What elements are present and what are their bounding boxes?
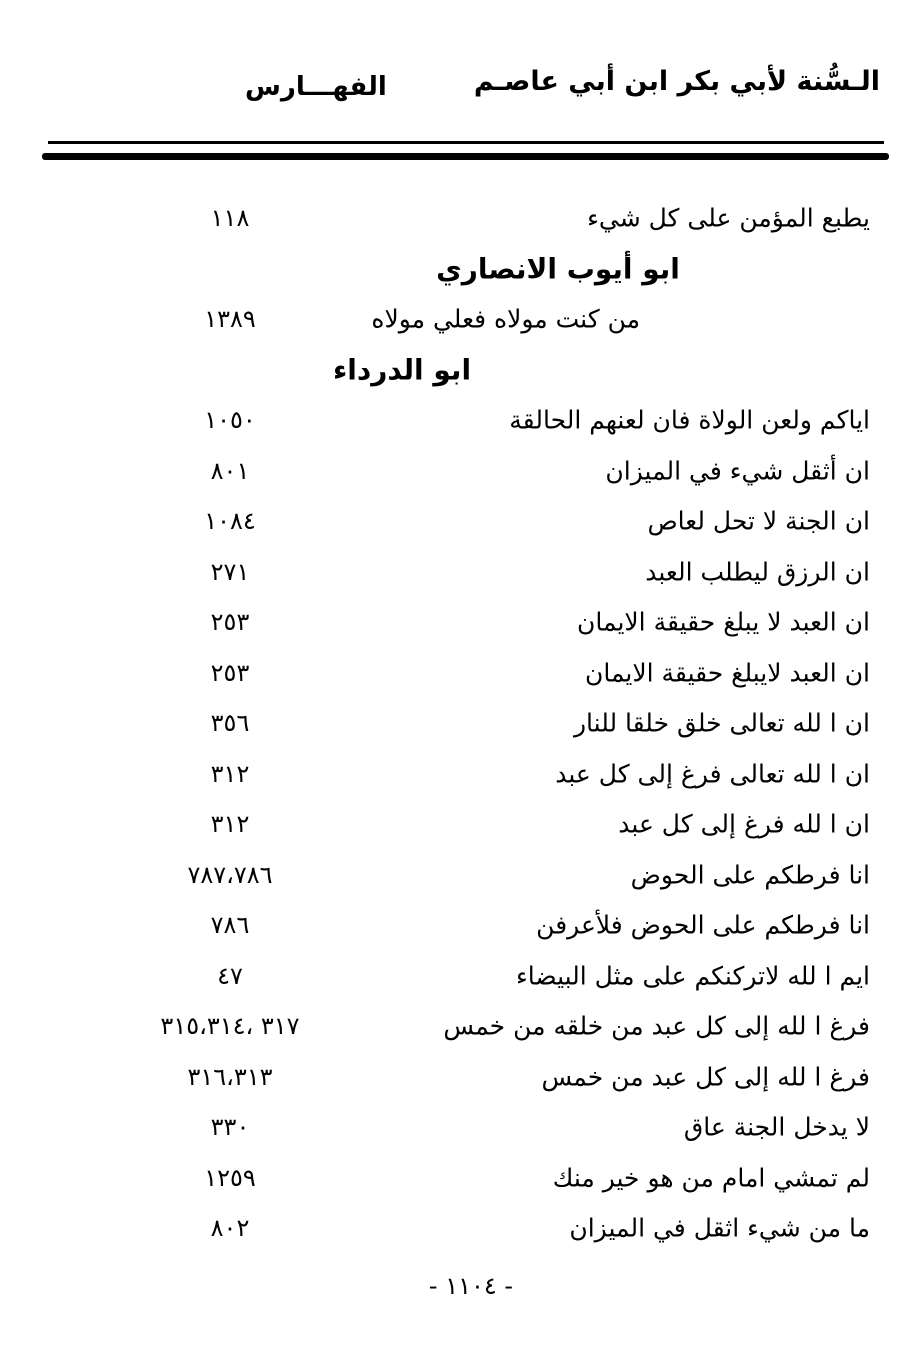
narrator-heading-row: ابو الدرداء	[0, 345, 917, 396]
index-row: لم تمشي امام من هو خير منك ١٢٥٩	[0, 1153, 917, 1204]
entry-title: لا يدخل الجنة عاق	[683, 1112, 870, 1142]
index-row: ان الرزق ليطلب العبد ٢٧١	[0, 547, 917, 598]
entry-page-number: ٨٠٢	[210, 1214, 250, 1243]
entry-title: اياكم ولعن الولاة فان لعنهم الحالقة	[509, 405, 870, 435]
entry-title: ان ا لله تعالى خلق خلقا للنار	[573, 708, 870, 738]
narrator-heading-row: ابو أيوب الانصاري	[0, 244, 917, 295]
entry-title: ان ا لله فرغ إلى كل عبد	[618, 809, 870, 839]
entry-page-number: ١١٨	[210, 204, 250, 233]
index-row: اياكم ولعن الولاة فان لعنهم الحالقة ١٠٥٠	[0, 395, 917, 446]
entry-page-number: ٣١٢	[210, 759, 250, 788]
index-row: ان أثقل شيء في الميزان ٨٠١	[0, 446, 917, 497]
narrator-heading: ابو أيوب الانصاري	[436, 252, 680, 286]
page-number-footer: - ١١٠٤ -	[428, 1272, 514, 1300]
entry-title: فرغ ا لله إلى كل عبد من خمس	[541, 1062, 870, 1092]
hadith-index-list: يطبع المؤمن على كل شيء ١١٨ ابو أيوب الانصا…	[0, 193, 917, 1254]
entry-title: ان ا لله تعالى فرغ إلى كل عبد	[555, 759, 870, 789]
index-row: ان الجنة لا تحل لعاص ١٠٨٤	[0, 496, 917, 547]
entry-title: فرغ ا لله إلى كل عبد من خلقه من خمس	[443, 1011, 870, 1041]
section-title: الفهـــارس	[245, 72, 387, 102]
entry-page-number: ١٢٥٩	[204, 1163, 256, 1192]
entry-page-number: ٣٣٠	[210, 1113, 250, 1142]
entry-page-number: ١٣٨٩	[204, 305, 256, 334]
entry-title: ان الرزق ليطلب العبد	[645, 557, 870, 587]
index-row: انا فرطكم على الحوض ٧٨٧،٧٨٦	[0, 850, 917, 901]
index-row: ان العبد لايبلغ حقيقة الايمان ٢٥٣	[0, 648, 917, 699]
index-row: ان العبد لا يبلغ حقيقة الايمان ٢٥٣	[0, 597, 917, 648]
index-row: ايم ا لله لاتركنكم على مثل البيضاء ٤٧	[0, 951, 917, 1002]
entry-title: ان أثقل شيء في الميزان	[605, 456, 870, 486]
entry-page-number: ٣٥٦	[210, 709, 250, 738]
entry-title: انا فرطكم على الحوض فلأعرفن	[536, 910, 870, 940]
index-row: لا يدخل الجنة عاق ٣٣٠	[0, 1102, 917, 1153]
entry-page-number: ٢٥٣	[210, 608, 250, 637]
index-row: انا فرطكم على الحوض فلأعرفن ٧٨٦	[0, 900, 917, 951]
index-row: من كنت مولاه فعلي مولاه ١٣٨٩	[0, 294, 917, 345]
entry-title: ايم ا لله لاتركنكم على مثل البيضاء	[516, 961, 870, 991]
index-row: فرغ ا لله إلى كل عبد من خمس ٣١٦،٣١٣	[0, 1052, 917, 1103]
entry-page-number: ٣١٧ ،٣١٥،٣١٤	[160, 1012, 300, 1041]
index-row: ما من شيء اثقل في الميزان ٨٠٢	[0, 1203, 917, 1254]
entry-title: يطبع المؤمن على كل شيء	[587, 203, 870, 233]
entry-page-number: ٧٨٦	[210, 911, 250, 940]
index-row: ان ا لله فرغ إلى كل عبد ٣١٢	[0, 799, 917, 850]
entry-page-number: ٢٧١	[210, 557, 250, 586]
index-row: يطبع المؤمن على كل شيء ١١٨	[0, 193, 917, 244]
entry-title: ان العبد لا يبلغ حقيقة الايمان	[577, 607, 870, 637]
entry-title: انا فرطكم على الحوض	[630, 860, 870, 890]
index-row: فرغ ا لله إلى كل عبد من خلقه من خمس ٣١٧ ،…	[0, 1001, 917, 1052]
entry-page-number: ٨٠١	[210, 456, 250, 485]
entry-title: من كنت مولاه فعلي مولاه	[371, 304, 640, 334]
index-row: ان ا لله تعالى فرغ إلى كل عبد ٣١٢	[0, 749, 917, 800]
entry-page-number: ٤٧	[217, 961, 243, 990]
entry-page-number: ٧٨٧،٧٨٦	[187, 860, 273, 889]
entry-page-number: ٣١٢	[210, 810, 250, 839]
entry-page-number: ١٠٥٠	[204, 406, 256, 435]
entry-page-number: ١٠٨٤	[204, 507, 256, 536]
entry-title: ان العبد لايبلغ حقيقة الايمان	[584, 658, 870, 688]
entry-page-number: ٢٥٣	[210, 658, 250, 687]
entry-page-number: ٣١٦،٣١٣	[187, 1062, 273, 1091]
index-row: ان ا لله تعالى خلق خلقا للنار ٣٥٦	[0, 698, 917, 749]
book-title: الـسُّنة لأبي بكر ابن أبي عاصـم	[473, 66, 880, 97]
entry-title: لم تمشي امام من هو خير منك	[552, 1163, 870, 1193]
entry-title: ان الجنة لا تحل لعاص	[647, 506, 870, 536]
narrator-heading: ابو الدرداء	[332, 353, 472, 387]
header-rule-thick	[42, 153, 889, 160]
header-rule-thin	[48, 141, 884, 144]
entry-title: ما من شيء اثقل في الميزان	[569, 1213, 870, 1243]
